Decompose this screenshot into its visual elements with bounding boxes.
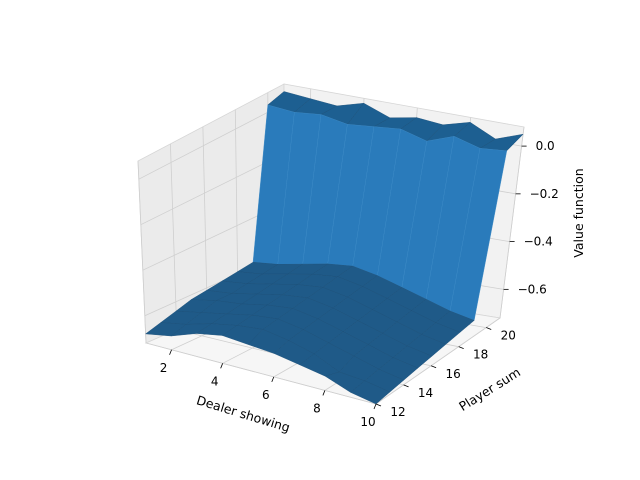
axis-ticks: 2 4 6 8 10 12 14 16 18 20 0.0 −0.2 −0.4 −0.6	[160, 139, 559, 429]
surface-mesh	[145, 91, 524, 405]
z-axis-label: Value function	[571, 168, 586, 257]
y-tick-mark	[375, 403, 382, 407]
grid-line-y	[137, 160, 377, 405]
z-tick-label: −0.4	[524, 235, 553, 249]
grid-line-x	[375, 126, 525, 405]
y-tick-mark	[486, 327, 492, 330]
x-tick-label: 8	[313, 401, 321, 415]
x-tick-mark	[271, 376, 275, 383]
y-tick-mark	[430, 365, 437, 369]
x-tick-label: 2	[160, 361, 168, 375]
x-axis-label: Dealer showing	[195, 392, 292, 435]
x-tick-label: 4	[211, 374, 219, 388]
y-tick-label: 16	[445, 367, 460, 381]
y-tick-label: 14	[418, 386, 433, 400]
y-axis-label: Player sum	[456, 364, 523, 414]
x-tick-mark	[322, 390, 326, 396]
y-tick-label: 18	[473, 348, 488, 362]
x-tick-label: 6	[262, 388, 270, 402]
z-tick-label: −0.2	[530, 187, 559, 201]
x-tick-mark	[169, 349, 172, 355]
y-tick-label: 12	[390, 405, 405, 419]
y-tick-mark	[403, 384, 409, 388]
z-tick-label: 0.0	[536, 139, 555, 153]
x-tick-mark	[373, 403, 377, 410]
y-tick-mark	[458, 346, 464, 350]
x-tick-mark	[220, 363, 224, 369]
z-tick-label: −0.6	[518, 282, 547, 296]
surface-face	[350, 380, 391, 405]
x-tick-label: 10	[360, 415, 375, 429]
y-tick-label: 20	[501, 329, 516, 343]
